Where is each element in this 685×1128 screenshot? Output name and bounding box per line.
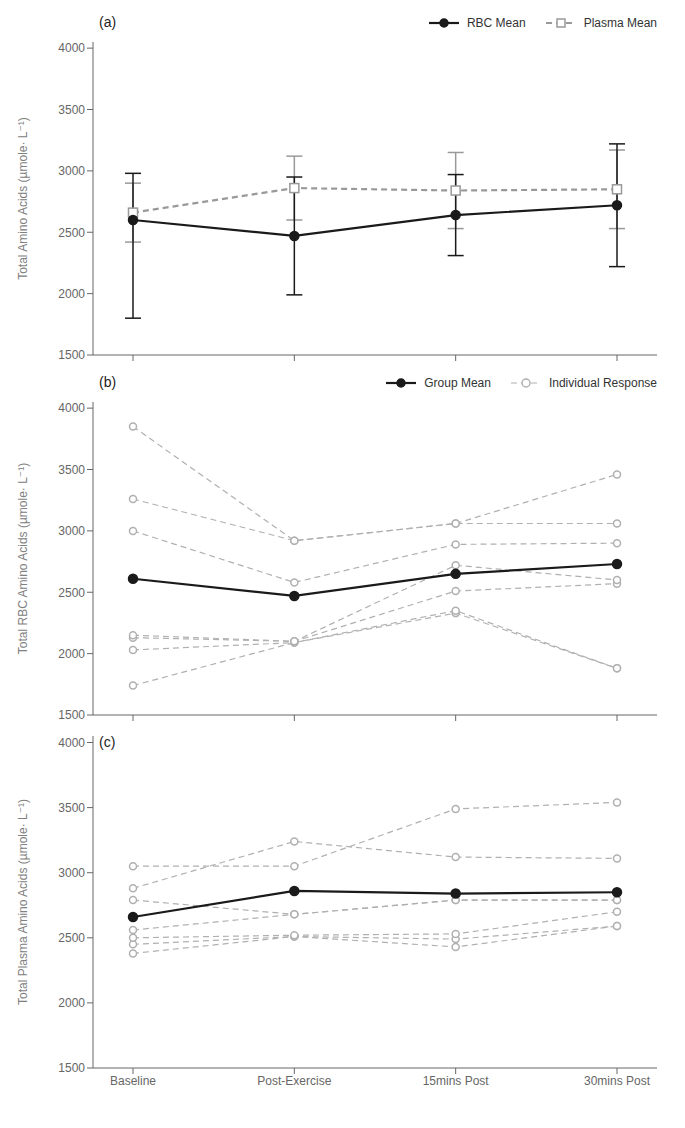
svg-text:2000: 2000 bbox=[58, 647, 85, 661]
svg-text:2000: 2000 bbox=[58, 996, 85, 1010]
html-text:(b): (b) bbox=[99, 374, 117, 390]
svg-text:1500: 1500 bbox=[58, 708, 85, 722]
svg-text:15mins Post: 15mins Post bbox=[423, 1074, 490, 1088]
html-text:RBC Mean: RBC Mean bbox=[466, 16, 526, 30]
html-text:(a): (a) bbox=[99, 14, 117, 30]
svg-text:Post-Exercise: Post-Exercise bbox=[257, 1074, 331, 1088]
svg-text:Baseline: Baseline bbox=[110, 1074, 156, 1088]
svg-text:3000: 3000 bbox=[58, 524, 85, 538]
html-text:(c): (c) bbox=[99, 734, 116, 750]
svg-text:1500: 1500 bbox=[58, 348, 85, 362]
svg-text:2000: 2000 bbox=[58, 287, 85, 301]
svg-text:3500: 3500 bbox=[58, 801, 85, 815]
svg-text:Total RBC Amino Acids (µmole·: Total RBC Amino Acids (µmole· L⁻¹) bbox=[16, 463, 30, 654]
html-text:Individual Response: Individual Response bbox=[548, 376, 657, 390]
html-text:Plasma Mean: Plasma Mean bbox=[583, 16, 657, 30]
svg-text:4000: 4000 bbox=[58, 401, 85, 415]
svg-text:3000: 3000 bbox=[58, 164, 85, 178]
svg-text:3500: 3500 bbox=[58, 103, 85, 117]
html-text:Group Mean: Group Mean bbox=[424, 376, 491, 390]
svg-text:30mins Post: 30mins Post bbox=[584, 1074, 651, 1088]
svg-text:4000: 4000 bbox=[58, 41, 85, 55]
svg-text:2500: 2500 bbox=[58, 586, 85, 600]
svg-text:Total Amino Acids (µmole· L⁻¹): Total Amino Acids (µmole· L⁻¹) bbox=[16, 117, 30, 280]
svg-text:4000: 4000 bbox=[58, 736, 85, 750]
svg-text:1500: 1500 bbox=[58, 1061, 85, 1075]
svg-text:2500: 2500 bbox=[58, 931, 85, 945]
svg-text:2500: 2500 bbox=[58, 226, 85, 240]
svg-text:3500: 3500 bbox=[58, 463, 85, 477]
svg-text:3000: 3000 bbox=[58, 866, 85, 880]
svg-text:Total Plasma Amino Acids (µmol: Total Plasma Amino Acids (µmole· L⁻¹) bbox=[16, 799, 30, 1005]
